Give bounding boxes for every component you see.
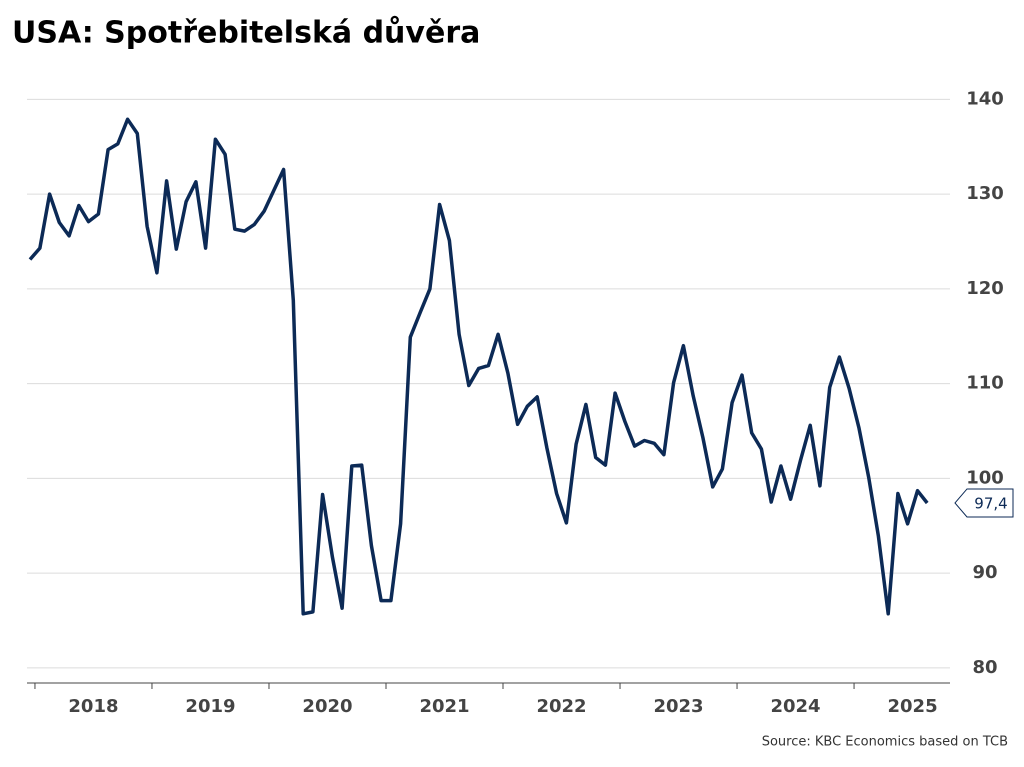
x-tick-label: 2025 [888, 696, 938, 717]
y-tick-label: 130 [966, 183, 1004, 204]
y-tick-label: 120 [966, 278, 1004, 299]
y-tick-label: 110 [966, 373, 1004, 394]
y-tick-label: 90 [972, 562, 997, 583]
y-tick-label: 140 [966, 88, 1004, 109]
y-tick-label: 100 [966, 467, 1004, 488]
x-tick-label: 2021 [419, 696, 469, 717]
x-tick-label: 2019 [185, 696, 235, 717]
value-label-box [954, 488, 1014, 518]
chart-title: USA: Spotřebitelská důvěra [12, 15, 480, 51]
x-tick-label: 2018 [68, 696, 118, 717]
line [28, 117, 929, 616]
value-label: 97,4 [974, 494, 1007, 512]
x-tick-label: 2024 [770, 696, 820, 717]
x-tick-label: 2020 [302, 696, 352, 717]
source: Source: KBC Economics based on TCB [762, 735, 1008, 750]
x-tick-label: 2022 [536, 696, 586, 717]
y-tick-label: 80 [972, 657, 997, 678]
x-tick-label: 2023 [653, 696, 703, 717]
